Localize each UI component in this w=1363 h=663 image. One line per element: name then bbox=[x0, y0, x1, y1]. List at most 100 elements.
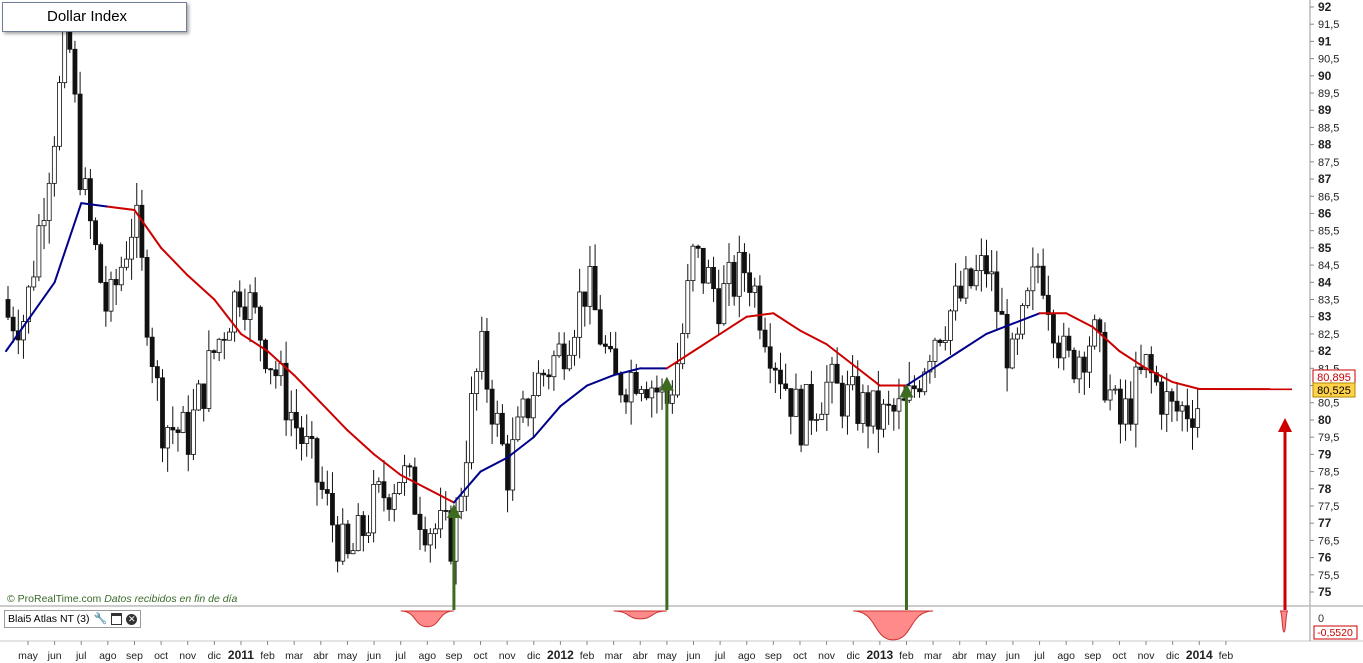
candle-body bbox=[149, 336, 155, 367]
candle-body bbox=[36, 225, 42, 278]
y-tick-label: 82,5 bbox=[1318, 329, 1339, 341]
candle-body bbox=[484, 331, 490, 390]
ma-value-text: 80,895 bbox=[1317, 372, 1351, 384]
candle-body bbox=[618, 373, 624, 396]
candle-body bbox=[582, 291, 588, 307]
candle-body bbox=[1174, 400, 1180, 412]
y-tick-label: 86,5 bbox=[1318, 191, 1339, 203]
candle-body bbox=[366, 532, 371, 537]
window-icon[interactable] bbox=[111, 613, 123, 625]
ma-segment bbox=[506, 436, 535, 459]
candle-body bbox=[113, 279, 119, 286]
candle-body bbox=[252, 292, 258, 308]
indicator-dip bbox=[1279, 610, 1289, 633]
y-tick-label: 85,5 bbox=[1318, 226, 1339, 238]
ma-segment bbox=[239, 332, 269, 353]
indicator-label[interactable]: Blai5 Atlas NT (3) 🔧 ✕ bbox=[4, 610, 142, 628]
candle-body bbox=[809, 383, 814, 421]
candle-body bbox=[530, 395, 536, 419]
candle-body bbox=[391, 493, 397, 510]
candle-body bbox=[1071, 349, 1077, 380]
ma-segment bbox=[665, 350, 695, 370]
x-tick-label: dic bbox=[208, 650, 221, 662]
watermark-source: Datos recibidos en fin de día bbox=[104, 593, 238, 605]
candle-body bbox=[134, 204, 140, 238]
ma-segment bbox=[985, 322, 1014, 335]
candle-body bbox=[1004, 313, 1010, 369]
candle-body bbox=[1107, 389, 1113, 401]
candle-body bbox=[556, 343, 562, 357]
y-tick-label: 83,5 bbox=[1318, 295, 1339, 307]
candle-body bbox=[463, 462, 469, 497]
x-tick-label: ago bbox=[738, 650, 756, 662]
candle-body bbox=[242, 306, 248, 320]
x-tick-label: jun bbox=[685, 650, 700, 662]
price-axis: 7575,57676,57777,57878,57979,58080,58181… bbox=[1310, 0, 1339, 599]
candle-body bbox=[870, 390, 876, 427]
candle-body bbox=[639, 389, 644, 394]
candle-body bbox=[1195, 408, 1201, 428]
x-tick-label: feb bbox=[899, 650, 914, 662]
candle-body bbox=[5, 299, 11, 318]
x-tick-label: may bbox=[18, 650, 39, 662]
candle-body bbox=[1164, 391, 1170, 415]
x-tick-label: may bbox=[657, 650, 678, 662]
x-tick-label: sep bbox=[1084, 650, 1101, 662]
candle-body bbox=[1128, 398, 1134, 425]
candle-body bbox=[603, 343, 608, 347]
x-tick-label: nov bbox=[818, 650, 836, 662]
candle-body bbox=[144, 257, 150, 338]
candle-body bbox=[1133, 366, 1139, 425]
y-tick-label: 92 bbox=[1318, 0, 1332, 14]
candle-body bbox=[479, 331, 485, 372]
candle-body bbox=[314, 438, 320, 483]
watermark: © ProRealTime.com Datos recibidos en fin… bbox=[7, 593, 237, 605]
candle-body bbox=[958, 285, 964, 299]
ma-segment bbox=[958, 332, 988, 353]
candle-body bbox=[469, 393, 474, 464]
candle-body bbox=[623, 394, 629, 403]
candle-body bbox=[819, 413, 825, 420]
candle-body bbox=[845, 384, 850, 417]
candle-body bbox=[10, 316, 16, 332]
candle-body bbox=[731, 261, 737, 297]
candle-body bbox=[896, 398, 902, 412]
ma-segment bbox=[852, 363, 881, 387]
indicator-area bbox=[400, 610, 1289, 641]
ma-segment bbox=[1145, 367, 1174, 384]
ma-segment bbox=[586, 374, 615, 387]
indicator-dip bbox=[400, 610, 454, 628]
x-tick-label: nov bbox=[1138, 650, 1156, 662]
indicator-zero-label: 0 bbox=[1318, 613, 1324, 625]
candle-body bbox=[685, 280, 691, 334]
last-close-text: 80,525 bbox=[1317, 385, 1351, 397]
indicator-min-tag bbox=[1313, 625, 1358, 640]
candle-body bbox=[1169, 391, 1175, 402]
candle-body bbox=[973, 270, 979, 287]
wrench-icon[interactable]: 🔧 bbox=[93, 613, 108, 625]
ma-segment bbox=[1011, 312, 1041, 325]
chart-title: Dollar Index bbox=[47, 8, 128, 25]
candle-body bbox=[505, 443, 510, 491]
candle-body bbox=[1056, 342, 1061, 359]
ma-segment bbox=[160, 246, 189, 277]
candle-body bbox=[850, 376, 855, 386]
candle-body bbox=[360, 515, 366, 537]
close-icon[interactable]: ✕ bbox=[126, 613, 138, 625]
candle-body bbox=[273, 369, 279, 377]
moving-average bbox=[5, 202, 1293, 504]
candle-body bbox=[72, 48, 78, 95]
candle-body bbox=[834, 363, 840, 384]
y-tick-label: 84,5 bbox=[1318, 260, 1339, 272]
candle-body bbox=[103, 282, 109, 312]
candle-body bbox=[1123, 398, 1128, 425]
candle-body bbox=[206, 350, 212, 409]
candle-body bbox=[376, 481, 382, 485]
ma-segment bbox=[1091, 326, 1121, 353]
x-tick-label: jun bbox=[47, 650, 62, 662]
candle-body bbox=[26, 286, 32, 323]
candle-body bbox=[299, 427, 304, 444]
candle-body bbox=[716, 288, 722, 325]
y-tick-label: 90,5 bbox=[1318, 54, 1339, 66]
